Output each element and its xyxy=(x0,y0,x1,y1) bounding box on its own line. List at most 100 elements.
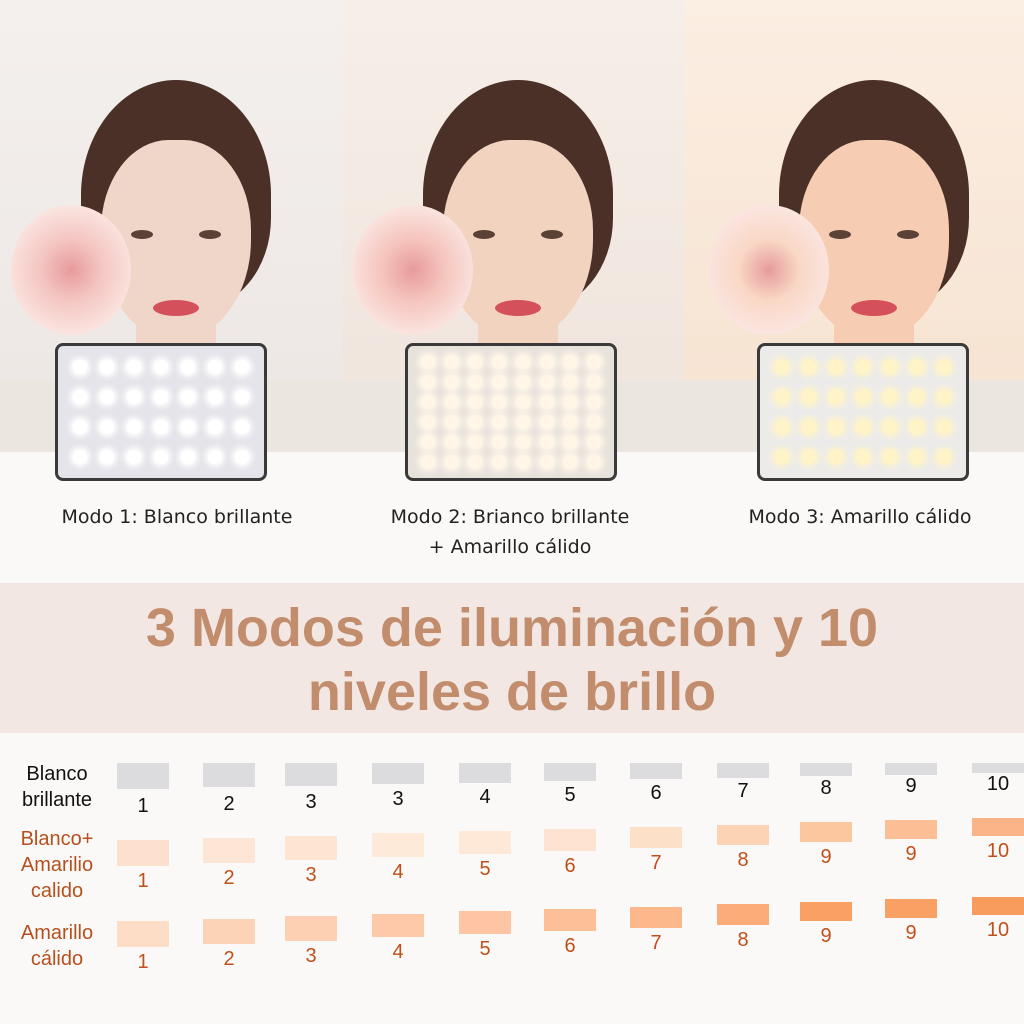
lips xyxy=(851,300,897,316)
level-number: 4 xyxy=(392,861,404,883)
led-dot xyxy=(910,360,925,374)
level-swatch xyxy=(459,763,511,783)
level-swatch xyxy=(459,911,511,935)
led-dot xyxy=(468,455,483,469)
led-dot xyxy=(420,375,435,389)
led-dot xyxy=(539,435,554,449)
led-dot xyxy=(515,395,530,409)
led-dot xyxy=(181,360,196,374)
level-swatch xyxy=(972,763,1024,773)
led-dot xyxy=(883,450,898,464)
level-swatch xyxy=(800,901,852,922)
led-dot xyxy=(72,420,87,434)
led-dot xyxy=(563,455,578,469)
level-number: 4 xyxy=(392,941,404,964)
led-dot xyxy=(515,435,530,449)
level-swatch xyxy=(285,835,337,860)
led-dot xyxy=(208,450,223,464)
led-dot xyxy=(235,390,250,404)
level-number: 3 xyxy=(305,944,317,967)
level-number: 7 xyxy=(650,852,662,874)
level-swatch xyxy=(630,763,682,780)
level-number: 9 xyxy=(820,846,832,868)
led-dot xyxy=(539,375,554,389)
mode-caption: Modo 2: Brianco brillante + Amarillo cáli… xyxy=(340,502,680,562)
led-dot xyxy=(539,355,554,369)
eye xyxy=(473,230,495,239)
rose-flower xyxy=(11,205,131,335)
led-dot xyxy=(444,375,459,389)
led-dot xyxy=(153,450,168,464)
led-dot xyxy=(99,390,114,404)
level-swatch xyxy=(885,820,937,839)
led-dot xyxy=(444,455,459,469)
eye xyxy=(199,230,221,239)
caption-line: Modo 3: Amarillo cálido xyxy=(748,506,972,528)
led-dot xyxy=(539,455,554,469)
level-number: 10 xyxy=(986,919,1010,941)
led-dot xyxy=(774,390,789,404)
level-swatch xyxy=(372,763,424,785)
level-swatch xyxy=(372,913,424,938)
eye xyxy=(131,230,153,239)
row-label: Blanco+ Amarilio calido xyxy=(2,826,112,904)
level-swatch xyxy=(544,763,596,781)
led-dot xyxy=(563,435,578,449)
led-dot xyxy=(181,420,196,434)
level-number: 3 xyxy=(392,788,404,811)
level-swatch xyxy=(717,904,769,925)
level-swatch xyxy=(117,763,169,789)
led-dot xyxy=(563,375,578,389)
led-dot xyxy=(153,390,168,404)
level-swatch xyxy=(800,822,852,842)
row-label-line: cálido xyxy=(30,948,84,970)
level-number: 3 xyxy=(305,790,317,813)
led-dot xyxy=(420,455,435,469)
level-swatch xyxy=(117,921,169,947)
led-light-panel xyxy=(55,343,267,481)
level-number: 3 xyxy=(305,864,317,886)
row-label-line: Blanco xyxy=(26,763,88,785)
level-number: 2 xyxy=(223,867,235,889)
caption-line: Modo 2: Brianco brillante xyxy=(390,506,630,528)
mode-caption: Modo 3: Amarillo cálido xyxy=(690,502,1024,532)
led-dot xyxy=(181,450,196,464)
led-dot xyxy=(515,355,530,369)
led-dot xyxy=(539,395,554,409)
level-number: 2 xyxy=(223,792,235,815)
lips xyxy=(153,300,199,316)
led-dot xyxy=(515,375,530,389)
led-dot xyxy=(468,415,483,429)
led-dot xyxy=(468,355,483,369)
row-label: Amarillo cálido xyxy=(2,920,112,972)
level-number: 7 xyxy=(737,779,749,802)
level-swatch xyxy=(203,918,255,944)
lips xyxy=(495,300,541,316)
led-light-panel xyxy=(757,343,969,481)
led-dot xyxy=(492,395,507,409)
level-number: 5 xyxy=(479,858,491,880)
led-dot xyxy=(587,455,602,469)
led-dot xyxy=(587,375,602,389)
level-number: 9 xyxy=(905,843,917,865)
eye xyxy=(897,230,919,239)
level-swatch xyxy=(544,909,596,931)
level-number: 8 xyxy=(820,777,832,800)
led-dot xyxy=(801,420,816,434)
eye xyxy=(541,230,563,239)
led-dot xyxy=(420,355,435,369)
mode-caption: Modo 1: Blanco brillante xyxy=(7,502,347,532)
level-swatch xyxy=(459,831,511,854)
led-dot xyxy=(235,420,250,434)
led-dot xyxy=(774,420,789,434)
eye xyxy=(829,230,851,239)
led-dot xyxy=(126,420,141,434)
level-number: 6 xyxy=(564,935,576,957)
level-number: 9 xyxy=(820,925,832,948)
led-dot xyxy=(828,450,843,464)
led-dot xyxy=(937,450,952,464)
led-dot xyxy=(855,420,870,434)
led-dot xyxy=(587,355,602,369)
led-dot xyxy=(208,390,223,404)
led-dot xyxy=(492,355,507,369)
